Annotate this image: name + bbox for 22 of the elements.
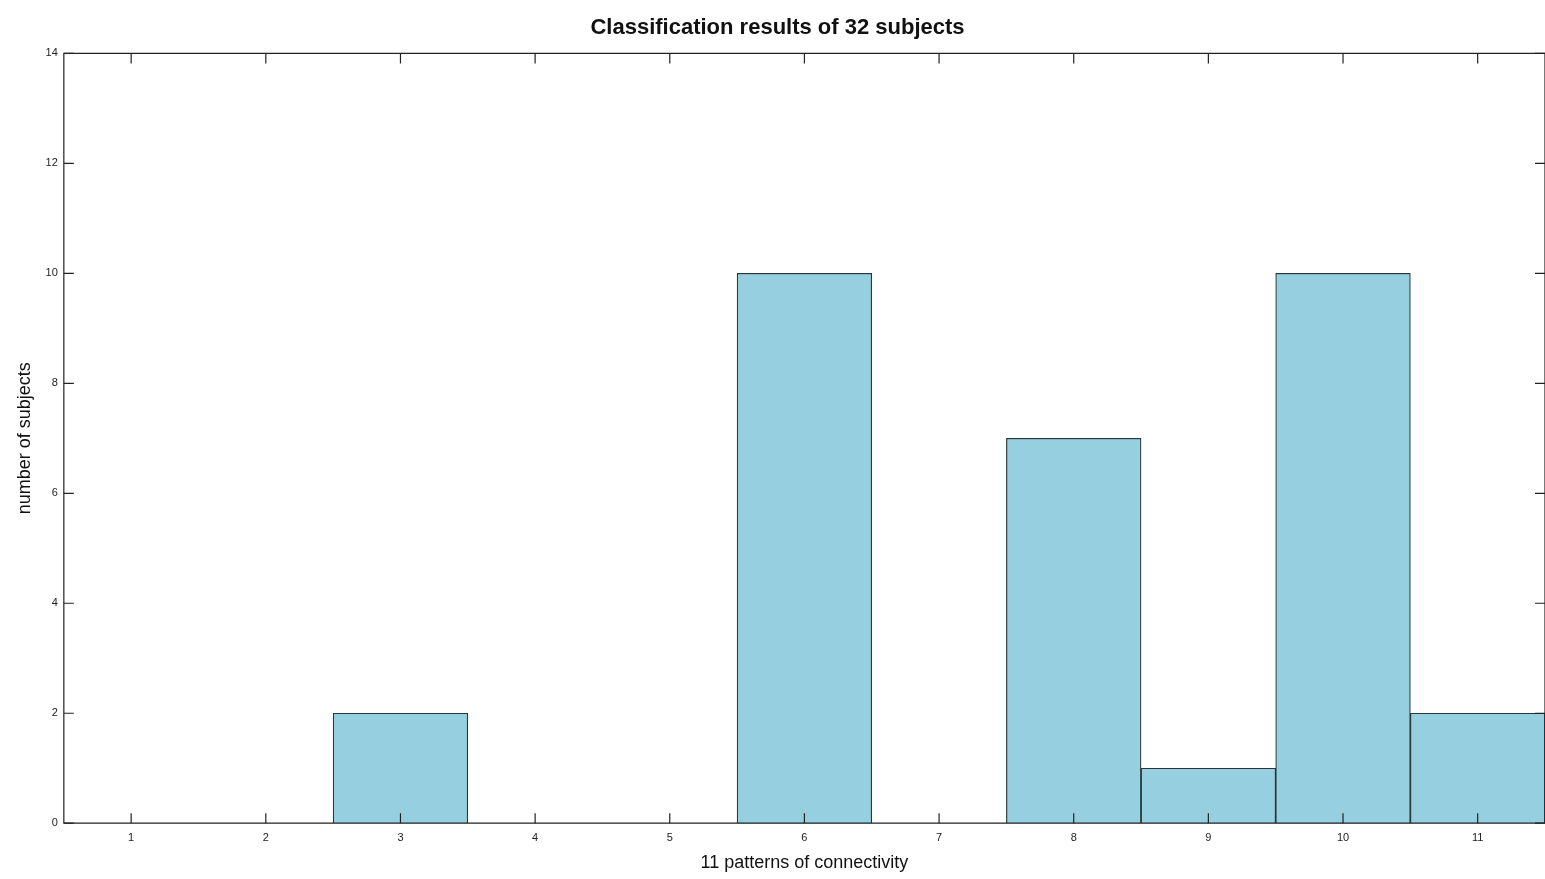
y-tick-label: 2: [51, 706, 58, 719]
x-tick-label: 9: [1205, 830, 1212, 843]
y-tick-label: 8: [51, 376, 58, 389]
y-axis-title: number of subjects: [13, 362, 34, 515]
x-tick-label: 6: [801, 830, 808, 843]
y-tick-label: 14: [45, 46, 58, 59]
x-tick-label: 1: [128, 830, 135, 843]
x-tick-label: 10: [1336, 830, 1350, 843]
y-tick-label: 10: [45, 266, 58, 279]
x-tick-label: 7: [936, 830, 943, 843]
x-tick-label: 4: [532, 830, 539, 843]
y-tick-label: 4: [51, 596, 58, 609]
x-tick-label: 5: [666, 830, 673, 843]
y-tick-label: 6: [51, 486, 58, 499]
x-axis-title: 11 patterns of connectivity: [700, 852, 909, 873]
x-tick-label: 3: [397, 830, 404, 843]
chart-title: Classification results of 32 subjects: [590, 14, 965, 40]
y-tick-label: 12: [45, 156, 58, 169]
y-tick-label: 0: [51, 816, 58, 829]
x-tick-label: 2: [262, 830, 269, 843]
x-tick-label: 8: [1070, 830, 1077, 843]
x-tick-label: 11: [1471, 830, 1484, 843]
